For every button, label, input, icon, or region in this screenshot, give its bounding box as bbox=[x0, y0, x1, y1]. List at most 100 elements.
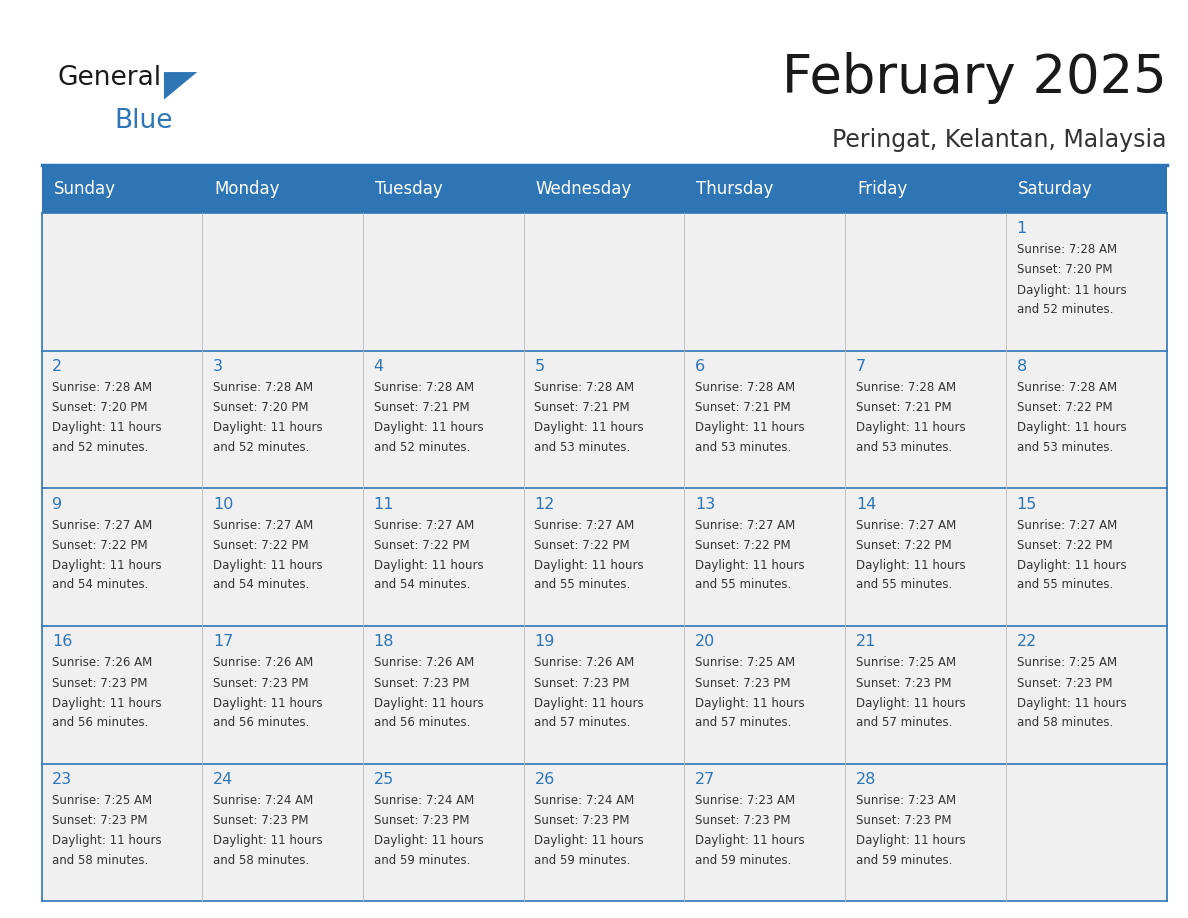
Bar bbox=[524, 626, 684, 764]
Text: Daylight: 11 hours: Daylight: 11 hours bbox=[374, 697, 484, 710]
Text: Sunset: 7:22 PM: Sunset: 7:22 PM bbox=[52, 539, 147, 552]
Text: Daylight: 11 hours: Daylight: 11 hours bbox=[855, 559, 966, 572]
Text: 8: 8 bbox=[1017, 359, 1026, 374]
Text: Sunset: 7:20 PM: Sunset: 7:20 PM bbox=[213, 401, 309, 414]
Text: and 58 minutes.: and 58 minutes. bbox=[1017, 716, 1113, 729]
Text: and 56 minutes.: and 56 minutes. bbox=[374, 716, 470, 729]
Text: Daylight: 11 hours: Daylight: 11 hours bbox=[695, 834, 804, 847]
Text: Daylight: 11 hours: Daylight: 11 hours bbox=[52, 834, 162, 847]
Text: 23: 23 bbox=[52, 772, 72, 787]
Text: 27: 27 bbox=[695, 772, 715, 787]
Text: and 55 minutes.: and 55 minutes. bbox=[1017, 578, 1113, 591]
Text: Daylight: 11 hours: Daylight: 11 hours bbox=[535, 834, 644, 847]
Bar bbox=[1006, 626, 1167, 764]
Bar bbox=[202, 213, 364, 351]
Text: Sunrise: 7:28 AM: Sunrise: 7:28 AM bbox=[1017, 243, 1117, 256]
Text: Sunrise: 7:28 AM: Sunrise: 7:28 AM bbox=[535, 381, 634, 394]
Bar bbox=[42, 488, 202, 626]
Bar bbox=[42, 351, 202, 488]
Bar bbox=[364, 626, 524, 764]
Text: Sunrise: 7:26 AM: Sunrise: 7:26 AM bbox=[374, 656, 474, 669]
Text: 17: 17 bbox=[213, 634, 233, 649]
Text: 13: 13 bbox=[695, 497, 715, 511]
Text: Daylight: 11 hours: Daylight: 11 hours bbox=[213, 697, 323, 710]
Bar bbox=[684, 626, 845, 764]
Text: Daylight: 11 hours: Daylight: 11 hours bbox=[374, 559, 484, 572]
Text: Daylight: 11 hours: Daylight: 11 hours bbox=[1017, 697, 1126, 710]
Text: 3: 3 bbox=[213, 359, 223, 374]
Text: Daylight: 11 hours: Daylight: 11 hours bbox=[535, 421, 644, 434]
Bar bbox=[364, 351, 524, 488]
Bar bbox=[845, 626, 1006, 764]
Polygon shape bbox=[164, 72, 197, 99]
Text: Daylight: 11 hours: Daylight: 11 hours bbox=[213, 421, 323, 434]
Text: 22: 22 bbox=[1017, 634, 1037, 649]
Text: Sunset: 7:22 PM: Sunset: 7:22 PM bbox=[1017, 539, 1112, 552]
Text: Sunset: 7:20 PM: Sunset: 7:20 PM bbox=[52, 401, 147, 414]
Text: Sunrise: 7:24 AM: Sunrise: 7:24 AM bbox=[213, 794, 314, 807]
Bar bbox=[684, 213, 845, 351]
Text: Sunset: 7:23 PM: Sunset: 7:23 PM bbox=[855, 814, 952, 827]
Bar bbox=[1006, 764, 1167, 901]
Text: Thursday: Thursday bbox=[696, 180, 773, 198]
Text: and 59 minutes.: and 59 minutes. bbox=[695, 854, 791, 867]
Text: Sunrise: 7:26 AM: Sunrise: 7:26 AM bbox=[535, 656, 634, 669]
Text: and 55 minutes.: and 55 minutes. bbox=[855, 578, 952, 591]
Text: 10: 10 bbox=[213, 497, 233, 511]
Bar bbox=[202, 626, 364, 764]
Text: Daylight: 11 hours: Daylight: 11 hours bbox=[1017, 559, 1126, 572]
Text: Sunrise: 7:24 AM: Sunrise: 7:24 AM bbox=[535, 794, 634, 807]
Text: Sunset: 7:23 PM: Sunset: 7:23 PM bbox=[374, 677, 469, 689]
Text: and 57 minutes.: and 57 minutes. bbox=[855, 716, 953, 729]
Text: and 57 minutes.: and 57 minutes. bbox=[535, 716, 631, 729]
Text: 2: 2 bbox=[52, 359, 63, 374]
Text: Daylight: 11 hours: Daylight: 11 hours bbox=[374, 421, 484, 434]
Text: 7: 7 bbox=[855, 359, 866, 374]
Text: and 55 minutes.: and 55 minutes. bbox=[535, 578, 631, 591]
Text: Sunrise: 7:25 AM: Sunrise: 7:25 AM bbox=[52, 794, 152, 807]
Text: Saturday: Saturday bbox=[1018, 180, 1093, 198]
Text: Sunday: Sunday bbox=[53, 180, 115, 198]
Text: Sunset: 7:20 PM: Sunset: 7:20 PM bbox=[1017, 263, 1112, 276]
Text: Sunset: 7:22 PM: Sunset: 7:22 PM bbox=[535, 539, 630, 552]
Bar bbox=[202, 488, 364, 626]
Bar bbox=[42, 764, 202, 901]
Text: 20: 20 bbox=[695, 634, 715, 649]
Text: Peringat, Kelantan, Malaysia: Peringat, Kelantan, Malaysia bbox=[832, 128, 1167, 151]
Text: Sunset: 7:23 PM: Sunset: 7:23 PM bbox=[695, 814, 791, 827]
Bar bbox=[845, 764, 1006, 901]
Bar bbox=[1006, 213, 1167, 351]
Text: Sunset: 7:23 PM: Sunset: 7:23 PM bbox=[52, 814, 147, 827]
Text: Sunset: 7:21 PM: Sunset: 7:21 PM bbox=[535, 401, 630, 414]
Text: Sunrise: 7:28 AM: Sunrise: 7:28 AM bbox=[1017, 381, 1117, 394]
Text: and 56 minutes.: and 56 minutes. bbox=[213, 716, 309, 729]
Text: Sunset: 7:23 PM: Sunset: 7:23 PM bbox=[213, 814, 309, 827]
Text: and 58 minutes.: and 58 minutes. bbox=[213, 854, 309, 867]
Text: Sunrise: 7:27 AM: Sunrise: 7:27 AM bbox=[213, 519, 314, 532]
Text: and 56 minutes.: and 56 minutes. bbox=[52, 716, 148, 729]
Text: Daylight: 11 hours: Daylight: 11 hours bbox=[52, 421, 162, 434]
Text: Sunrise: 7:27 AM: Sunrise: 7:27 AM bbox=[535, 519, 634, 532]
Text: Daylight: 11 hours: Daylight: 11 hours bbox=[213, 834, 323, 847]
Text: Sunrise: 7:28 AM: Sunrise: 7:28 AM bbox=[52, 381, 152, 394]
Text: 19: 19 bbox=[535, 634, 555, 649]
Text: Blue: Blue bbox=[114, 108, 172, 134]
Bar bbox=[364, 488, 524, 626]
Text: General: General bbox=[57, 65, 162, 91]
Text: and 54 minutes.: and 54 minutes. bbox=[52, 578, 148, 591]
Text: 4: 4 bbox=[374, 359, 384, 374]
Text: Sunset: 7:23 PM: Sunset: 7:23 PM bbox=[535, 677, 630, 689]
Text: and 52 minutes.: and 52 minutes. bbox=[1017, 303, 1113, 316]
Text: Monday: Monday bbox=[214, 180, 279, 198]
Bar bbox=[524, 213, 684, 351]
Text: Sunset: 7:23 PM: Sunset: 7:23 PM bbox=[855, 677, 952, 689]
Text: Daylight: 11 hours: Daylight: 11 hours bbox=[535, 559, 644, 572]
Text: and 55 minutes.: and 55 minutes. bbox=[695, 578, 791, 591]
Text: Sunrise: 7:27 AM: Sunrise: 7:27 AM bbox=[695, 519, 796, 532]
Text: Daylight: 11 hours: Daylight: 11 hours bbox=[1017, 284, 1126, 297]
Text: Daylight: 11 hours: Daylight: 11 hours bbox=[1017, 421, 1126, 434]
Text: Sunrise: 7:26 AM: Sunrise: 7:26 AM bbox=[213, 656, 314, 669]
Text: Sunset: 7:22 PM: Sunset: 7:22 PM bbox=[374, 539, 469, 552]
Text: and 59 minutes.: and 59 minutes. bbox=[855, 854, 953, 867]
Bar bbox=[684, 764, 845, 901]
